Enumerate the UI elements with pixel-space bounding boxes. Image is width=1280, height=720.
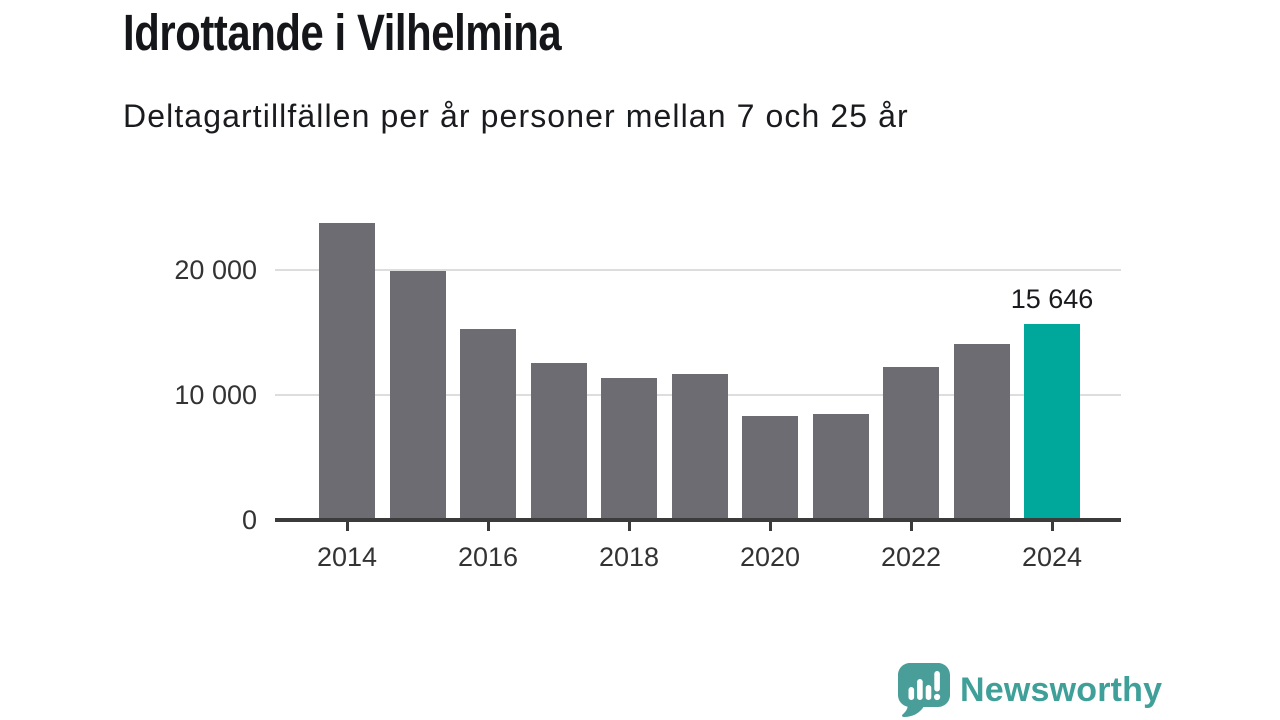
x-axis-tick xyxy=(627,522,631,531)
bar-2017 xyxy=(530,362,587,520)
x-axis-tick xyxy=(909,522,913,531)
x-axis-tick-label: 2016 xyxy=(457,542,519,572)
bar-2023 xyxy=(953,343,1010,520)
bar-2022 xyxy=(883,366,939,520)
chart-title: Idrottande i Vilhelmina xyxy=(123,4,562,61)
gridline-20000 xyxy=(275,269,1121,271)
y-axis-tick-label: 0 xyxy=(241,505,257,535)
bar-2014 xyxy=(319,222,375,520)
highlight-value-label: 15 646 xyxy=(1010,284,1094,315)
x-axis-tick-label: 2020 xyxy=(739,542,801,572)
bar-2020 xyxy=(742,416,798,520)
bar-2024 xyxy=(1024,324,1080,520)
newsworthy-brand: Newsworthy xyxy=(897,662,1162,718)
x-axis-tick xyxy=(345,522,349,531)
x-axis-tick-label: 2022 xyxy=(880,542,942,572)
x-axis-tick xyxy=(486,522,490,531)
bar-2019 xyxy=(671,373,728,520)
y-axis-tick-label: 10 000 xyxy=(174,380,257,410)
x-axis-tick xyxy=(1050,522,1054,531)
bar-2015 xyxy=(389,270,446,520)
bar-2016 xyxy=(460,328,516,520)
x-axis-line xyxy=(275,518,1121,522)
bar-2021 xyxy=(812,413,869,520)
chart-subtitle: Deltagartillfällen per år personer mella… xyxy=(123,98,909,134)
newsworthy-brand-name: Newsworthy xyxy=(960,671,1163,709)
x-axis-tick-label: 2018 xyxy=(598,542,660,572)
y-axis-tick-label: 20 000 xyxy=(174,255,257,285)
bar-chart-speech-bubble-icon xyxy=(898,663,950,717)
x-axis-tick-label: 2024 xyxy=(1021,542,1083,572)
x-axis-tick xyxy=(768,522,772,531)
bar-2018 xyxy=(601,377,657,520)
x-axis-tick-label: 2014 xyxy=(316,542,378,572)
